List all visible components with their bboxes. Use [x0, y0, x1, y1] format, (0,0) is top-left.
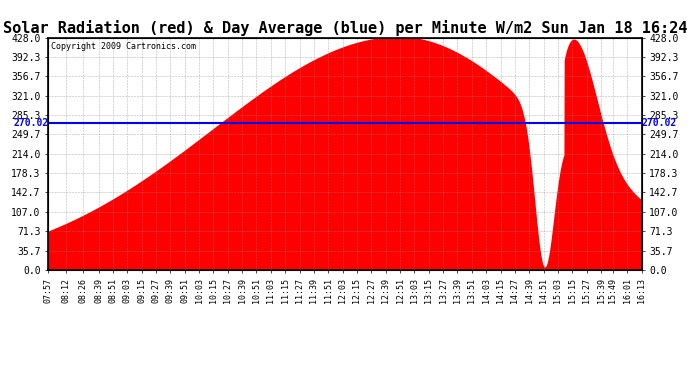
Title: Solar Radiation (red) & Day Average (blue) per Minute W/m2 Sun Jan 18 16:24: Solar Radiation (red) & Day Average (blu…: [3, 20, 687, 36]
Text: 270.02: 270.02: [13, 118, 48, 128]
Text: Copyright 2009 Cartronics.com: Copyright 2009 Cartronics.com: [51, 42, 196, 51]
Text: 270.02: 270.02: [642, 118, 677, 128]
